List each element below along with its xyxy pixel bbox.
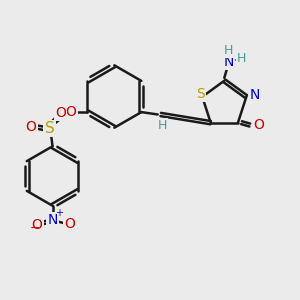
Text: +: + (55, 208, 63, 218)
Text: O: O (64, 217, 75, 231)
Text: O: O (65, 105, 76, 119)
Text: S: S (45, 121, 54, 136)
Text: O: O (26, 120, 37, 134)
Text: H: H (224, 44, 233, 57)
Text: N: N (47, 213, 58, 227)
Text: N: N (250, 88, 260, 102)
Text: −: − (30, 222, 40, 236)
Text: H: H (237, 52, 246, 65)
Text: O: O (253, 118, 264, 132)
Text: O: O (56, 106, 66, 120)
Text: O: O (32, 218, 43, 232)
Text: N: N (224, 55, 234, 69)
Text: H: H (158, 119, 167, 132)
Text: S: S (196, 87, 205, 101)
